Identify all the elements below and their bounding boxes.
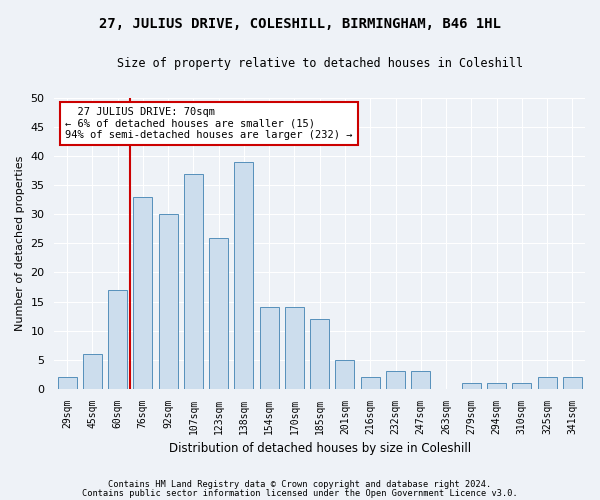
Text: Contains HM Land Registry data © Crown copyright and database right 2024.: Contains HM Land Registry data © Crown c…: [109, 480, 491, 489]
Bar: [310, 319, 329, 388]
Bar: [411, 372, 430, 388]
Bar: [235, 162, 253, 388]
Title: Size of property relative to detached houses in Coleshill: Size of property relative to detached ho…: [116, 58, 523, 70]
Bar: [260, 308, 278, 388]
Bar: [386, 372, 405, 388]
Bar: [184, 174, 203, 388]
Text: Contains public sector information licensed under the Open Government Licence v3: Contains public sector information licen…: [82, 488, 518, 498]
Bar: [487, 383, 506, 388]
Bar: [563, 377, 582, 388]
Bar: [361, 377, 380, 388]
Bar: [133, 197, 152, 388]
Bar: [83, 354, 102, 388]
Bar: [158, 214, 178, 388]
Y-axis label: Number of detached properties: Number of detached properties: [15, 156, 25, 331]
Bar: [538, 377, 557, 388]
X-axis label: Distribution of detached houses by size in Coleshill: Distribution of detached houses by size …: [169, 442, 471, 455]
Bar: [108, 290, 127, 388]
Bar: [335, 360, 355, 388]
Bar: [285, 308, 304, 388]
Text: 27, JULIUS DRIVE, COLESHILL, BIRMINGHAM, B46 1HL: 27, JULIUS DRIVE, COLESHILL, BIRMINGHAM,…: [99, 18, 501, 32]
Bar: [58, 377, 77, 388]
Bar: [209, 238, 228, 388]
Text: 27 JULIUS DRIVE: 70sqm  
← 6% of detached houses are smaller (15)
94% of semi-de: 27 JULIUS DRIVE: 70sqm ← 6% of detached …: [65, 107, 353, 140]
Bar: [462, 383, 481, 388]
Bar: [512, 383, 532, 388]
